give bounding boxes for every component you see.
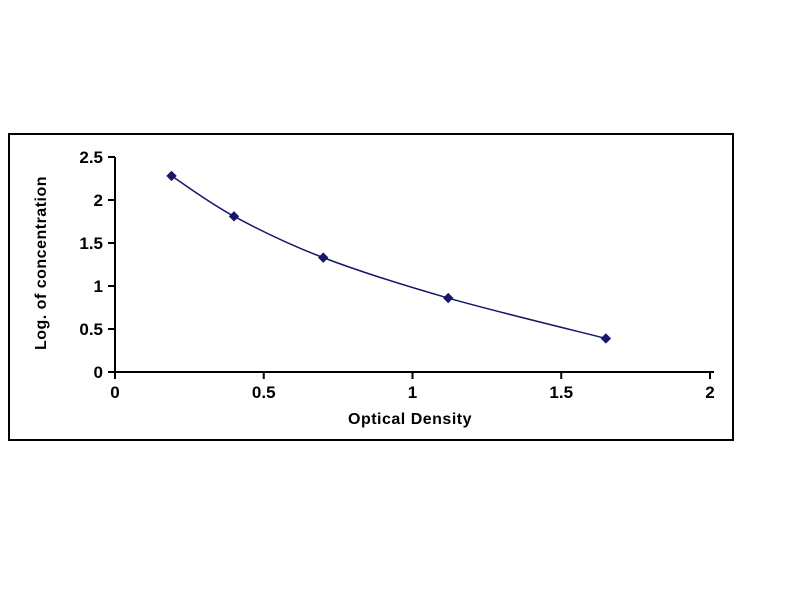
y-tick-label: 2.5 bbox=[79, 148, 103, 167]
data-point-marker bbox=[600, 333, 612, 344]
y-tick-label: 1 bbox=[94, 277, 103, 296]
y-tick-label: 2 bbox=[94, 191, 103, 210]
x-tick-label: 1 bbox=[408, 383, 417, 402]
x-tick-label: 1.5 bbox=[549, 383, 573, 402]
data-point-marker bbox=[442, 292, 454, 304]
y-axis-label: Log. of concentration bbox=[33, 175, 50, 351]
data-line bbox=[171, 175, 607, 340]
y-tick-label: 0.5 bbox=[79, 320, 103, 339]
x-axis-label: Optical Density bbox=[348, 411, 472, 428]
data-point-marker bbox=[228, 211, 240, 222]
x-tick-label: 2 bbox=[705, 383, 714, 402]
standard-curve-plot: 0 0.5 1 1.5 2 0 0.5 1 1.5 2 2.5 bbox=[79, 148, 714, 402]
x-tick-label: 0.5 bbox=[252, 383, 276, 402]
y-tick-label: 0 bbox=[94, 363, 103, 382]
x-tick-label: 0 bbox=[110, 383, 119, 402]
data-point-marker bbox=[166, 170, 177, 182]
data-point-marker bbox=[318, 252, 329, 263]
y-tick-label: 1.5 bbox=[79, 234, 103, 253]
chart-frame: 0 0.5 1 1.5 2 0 0.5 1 1.5 2 2.5 Log. of concentrat… bbox=[8, 133, 734, 441]
